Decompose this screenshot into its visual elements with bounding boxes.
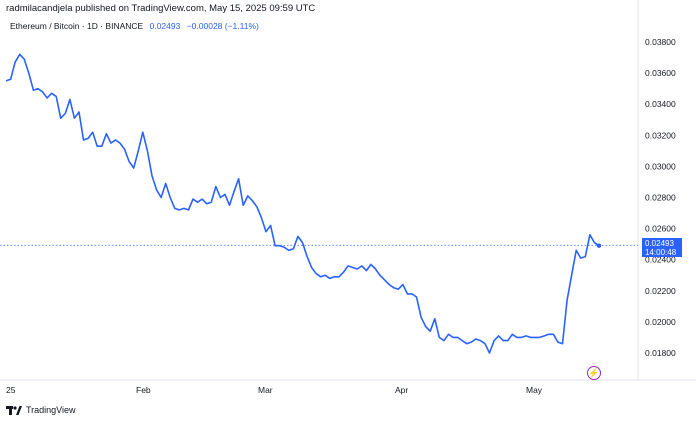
price-tick-label: 0.03800: [645, 37, 676, 47]
price-tag: 0.02493 14:00:48: [642, 238, 682, 257]
price-tick-label: 0.03600: [645, 68, 676, 78]
last-price-dot: [596, 243, 602, 248]
price-tag-countdown: 14:00:48: [645, 248, 677, 257]
price-tick-label: 0.03000: [645, 161, 676, 171]
footer-brand: TradingView: [26, 405, 76, 415]
time-tick-label: Apr: [395, 385, 408, 395]
lightning-icon[interactable]: ⚡: [587, 366, 601, 380]
price-tick-label: 0.02600: [645, 224, 676, 234]
time-tick-label: Feb: [136, 385, 151, 395]
last-price: 0.02493: [149, 21, 181, 31]
price-tick-label: 0.01800: [645, 348, 676, 358]
price-tick-label: 0.02800: [645, 193, 676, 203]
price-tick-label: 0.02200: [645, 286, 676, 296]
price-tag-value: 0.02493: [645, 239, 674, 248]
time-axis[interactable]: 25 Feb Mar Apr May: [6, 385, 543, 395]
tradingview-logo-icon: [6, 405, 22, 415]
eth-btc-price-line: [5, 53, 600, 354]
time-tick-label: 25: [6, 385, 16, 395]
price-axis[interactable]: 0.03800 0.03600 0.03400 0.03200 0.03000 0.028…: [645, 37, 676, 358]
time-tick-label: Mar: [258, 385, 273, 395]
symbol-name[interactable]: Ethereum / Bitcoin · 1D · BINANCE: [10, 21, 144, 31]
published-header: radmilacandjela published on TradingView…: [6, 3, 316, 14]
symbol-legend[interactable]: Ethereum / Bitcoin · 1D · BINANCE 0.0249…: [10, 21, 259, 31]
price-tick-label: 0.02000: [645, 317, 676, 327]
price-tick-label: 0.02400: [645, 255, 676, 265]
footer[interactable]: TradingView: [6, 405, 76, 415]
time-tick-label: May: [526, 385, 543, 395]
price-tick-label: 0.03200: [645, 130, 676, 140]
price-change: −0.00028 (−1.11%): [186, 21, 259, 31]
price-tick-label: 0.03400: [645, 99, 676, 109]
